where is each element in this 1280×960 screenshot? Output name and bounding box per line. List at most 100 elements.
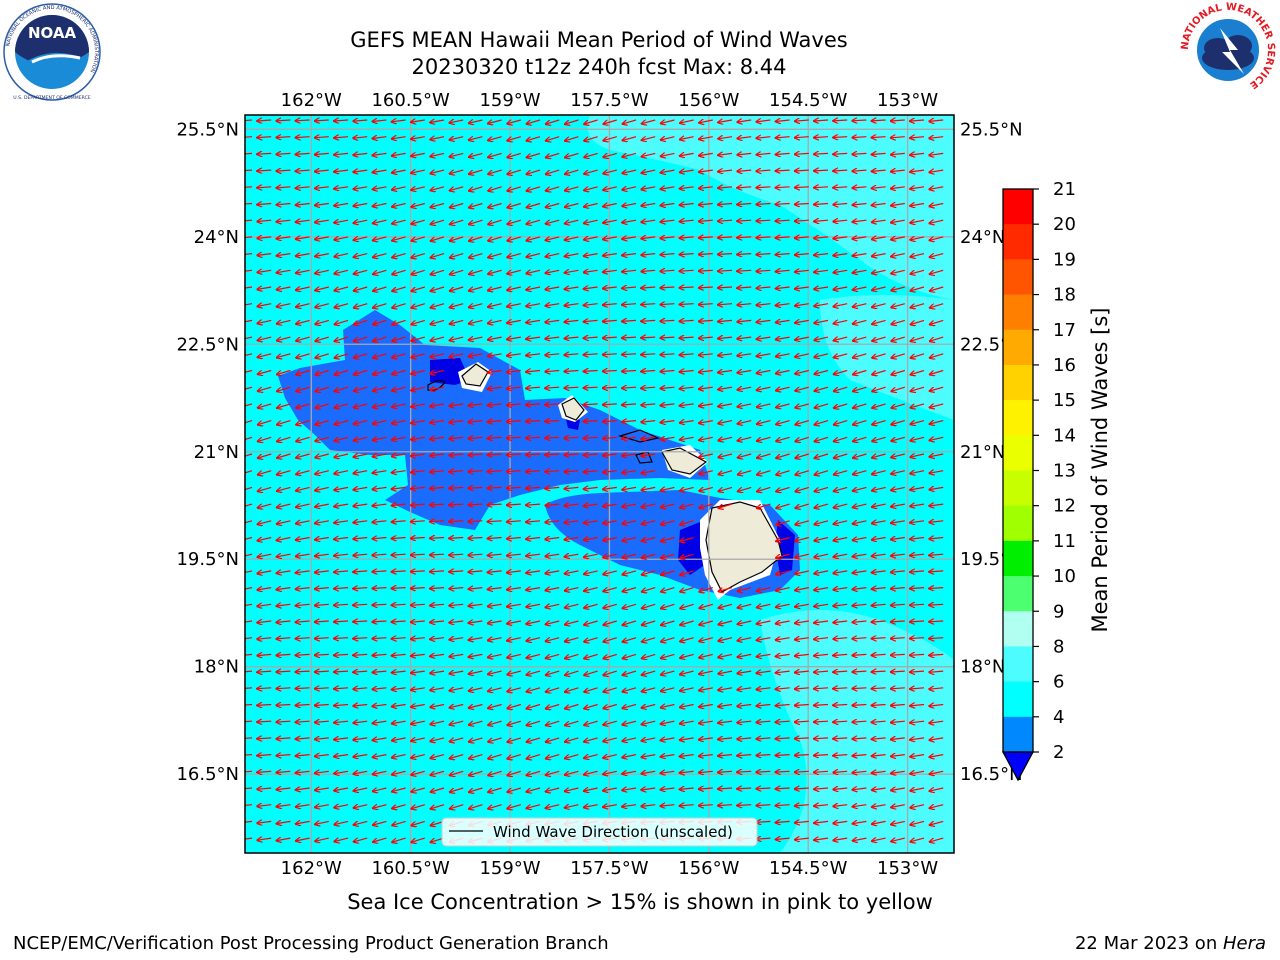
wave-arrow <box>392 404 406 407</box>
wave-arrow <box>507 304 521 307</box>
wave-arrow <box>526 320 541 322</box>
wave-arrow <box>334 487 349 490</box>
wave-arrow <box>469 219 483 224</box>
wave-arrow <box>469 236 483 241</box>
wave-arrow <box>891 471 905 474</box>
wave-arrow <box>565 304 579 306</box>
wave-arrow <box>545 304 560 306</box>
wave-arrow <box>815 371 829 375</box>
wave-arrow <box>680 204 694 206</box>
wave-arrow <box>258 354 272 358</box>
noaa-logo-text: NOAA <box>28 24 77 42</box>
wave-arrow <box>622 254 637 256</box>
wave-arrow <box>718 170 733 172</box>
wave-arrow <box>641 371 656 372</box>
wave-arrow <box>718 371 733 373</box>
wave-arrow <box>565 320 579 322</box>
wave-arrow <box>430 170 445 173</box>
wave-arrow <box>795 170 809 171</box>
colorbar-tick-label: 16 <box>1053 355 1076 376</box>
wave-arrow <box>737 270 752 271</box>
wave-arrow <box>680 320 694 321</box>
wave-arrow <box>872 120 886 121</box>
wave-arrow <box>834 403 848 408</box>
wave-arrow <box>680 187 694 189</box>
wave-arrow <box>526 387 541 388</box>
wave-arrow <box>545 287 560 290</box>
wave-arrow <box>469 354 483 357</box>
wave-arrow <box>603 387 617 388</box>
wave-arrow <box>776 237 790 238</box>
wave-arrow <box>776 170 790 171</box>
wave-arrow <box>526 254 541 257</box>
wave-arrow <box>680 237 694 238</box>
wave-arrow <box>354 353 368 358</box>
wave-arrow <box>930 437 944 440</box>
wave-arrow <box>468 487 483 488</box>
wave-arrow <box>565 204 579 208</box>
wave-arrow <box>488 487 502 488</box>
wave-arrow <box>315 386 329 391</box>
wave-arrow <box>757 287 771 288</box>
wave-arrow <box>661 137 675 140</box>
wave-arrow <box>488 387 502 389</box>
wave-arrow <box>315 420 329 425</box>
wave-arrow <box>411 437 425 439</box>
wave-arrow <box>258 436 272 441</box>
wave-arrow <box>929 170 944 172</box>
wave-arrow <box>718 204 733 205</box>
map-legend: Wind Wave Direction (unscaled) <box>441 817 758 847</box>
wave-arrow <box>584 204 598 207</box>
wave-arrow <box>757 137 771 139</box>
wave-arrow <box>584 254 598 257</box>
wave-arrow <box>911 286 925 291</box>
wave-arrow <box>603 354 617 355</box>
wave-arrow <box>795 387 809 391</box>
wave-arrow <box>910 153 925 155</box>
wave-arrow <box>737 170 752 171</box>
wave-arrow <box>834 386 848 391</box>
wave-arrow <box>776 204 790 205</box>
wave-arrow <box>411 187 425 190</box>
wave-arrow <box>411 404 425 407</box>
wave-arrow <box>468 504 483 505</box>
wave-arrow <box>545 421 560 422</box>
wave-arrow <box>354 286 368 291</box>
wave-arrow <box>603 254 617 256</box>
wave-arrow <box>795 354 809 357</box>
lat-tick-label-left: 25.5°N <box>176 119 239 140</box>
wave-arrow <box>872 369 886 375</box>
wave-arrow <box>430 538 445 539</box>
wave-arrow <box>699 220 713 221</box>
wave-arrow <box>353 153 368 155</box>
wave-arrow <box>373 303 387 308</box>
wave-arrow <box>315 353 329 358</box>
colorbar-segment <box>1003 259 1033 296</box>
wave-arrow <box>911 403 925 408</box>
wave-arrow <box>853 487 867 491</box>
wave-arrow <box>392 387 406 391</box>
wave-arrow <box>776 420 790 425</box>
wave-arrow <box>564 354 579 355</box>
wave-arrow <box>411 571 425 572</box>
wave-arrow <box>929 153 944 155</box>
wave-arrow <box>872 487 886 490</box>
wave-arrow <box>488 287 502 291</box>
wave-arrow <box>737 153 752 155</box>
wave-arrow <box>373 421 387 424</box>
wave-arrow <box>373 269 387 274</box>
wave-arrow <box>526 270 541 273</box>
wave-arrow <box>334 270 349 273</box>
colorbar-tick-label: 6 <box>1053 672 1064 693</box>
wave-arrow <box>411 471 425 473</box>
wave-arrow <box>622 337 637 338</box>
wave-arrow <box>603 320 617 321</box>
wave-arrow <box>756 237 771 238</box>
wave-arrow <box>373 187 387 190</box>
wave-arrow <box>315 304 329 308</box>
wave-arrow <box>853 453 867 458</box>
wave-arrow <box>872 237 886 239</box>
wave-arrow <box>373 437 387 440</box>
wave-arrow <box>757 453 771 458</box>
wave-arrow <box>277 204 291 205</box>
